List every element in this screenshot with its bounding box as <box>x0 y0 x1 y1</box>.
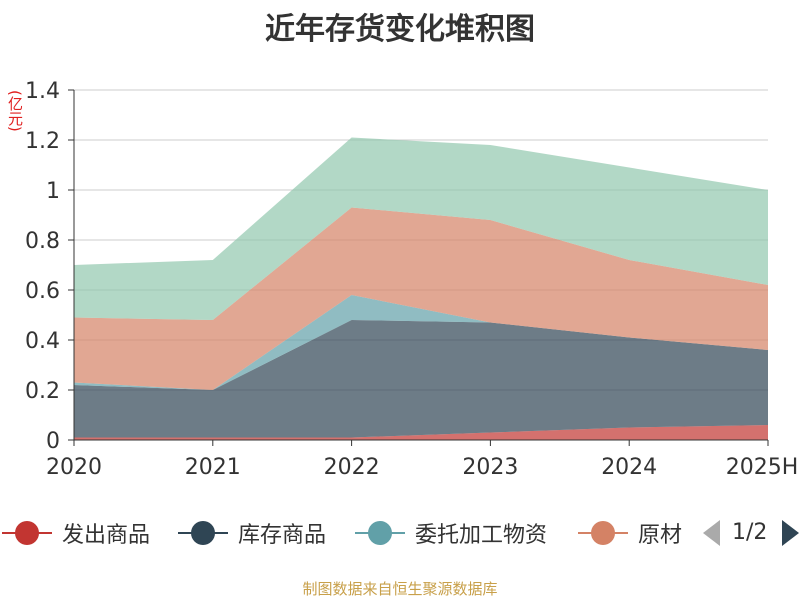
y-axis-unit-label: (亿元) <box>6 90 24 132</box>
legend-item-consigned-processing[interactable]: 委托加工物资 <box>355 516 547 550</box>
legend: 发出商品 库存商品 委托加工物资 原材 <box>0 516 690 550</box>
area-series <box>74 425 768 440</box>
legend-pager: 1/2 <box>700 516 800 550</box>
x-tick-label: 2023 <box>462 455 518 480</box>
data-source-note: 制图数据来自恒生聚源数据库 <box>302 580 498 598</box>
legend-item-raw-materials[interactable]: 原材 <box>578 516 682 550</box>
area-series <box>74 320 768 438</box>
legend-swatch-icon <box>2 516 52 550</box>
legend-label: 库存商品 <box>238 523 327 548</box>
x-tick-label: 2024 <box>601 455 657 480</box>
chart-title: 近年存货变化堆积图 <box>265 12 535 47</box>
legend-item-shipped-goods[interactable]: 发出商品 <box>2 516 150 550</box>
area-series <box>74 137 768 320</box>
legend-label: 原材 <box>638 523 683 548</box>
legend-swatch-icon <box>578 516 628 550</box>
legend-swatch-icon <box>355 516 405 550</box>
legend-label: 委托加工物资 <box>415 523 548 548</box>
legend-swatch-icon <box>178 516 228 550</box>
area-series <box>74 207 768 390</box>
y-tick-label: 1.4 <box>25 79 60 104</box>
x-tick-label: 2021 <box>185 455 241 480</box>
triangle-left-icon[interactable] <box>703 520 720 546</box>
legend-item-stock-goods[interactable]: 库存商品 <box>178 516 326 550</box>
y-tick-label: 0.6 <box>25 279 60 304</box>
y-tick-label: 0 <box>46 429 60 454</box>
x-tick-label: 2020 <box>46 455 102 480</box>
y-tick-label: 0.2 <box>25 379 60 404</box>
area-series <box>74 295 768 390</box>
y-tick-label: 1.2 <box>25 129 60 154</box>
legend-label: 发出商品 <box>62 523 151 548</box>
y-tick-label: 1 <box>46 179 60 204</box>
x-tick-label: 2022 <box>324 455 380 480</box>
x-tick-label: 2025H <box>726 455 799 480</box>
triangle-right-icon[interactable] <box>782 520 799 546</box>
legend-page-indicator: 1/2 <box>732 520 768 545</box>
y-tick-label: 0.4 <box>25 329 60 354</box>
y-tick-label: 0.8 <box>25 229 60 254</box>
